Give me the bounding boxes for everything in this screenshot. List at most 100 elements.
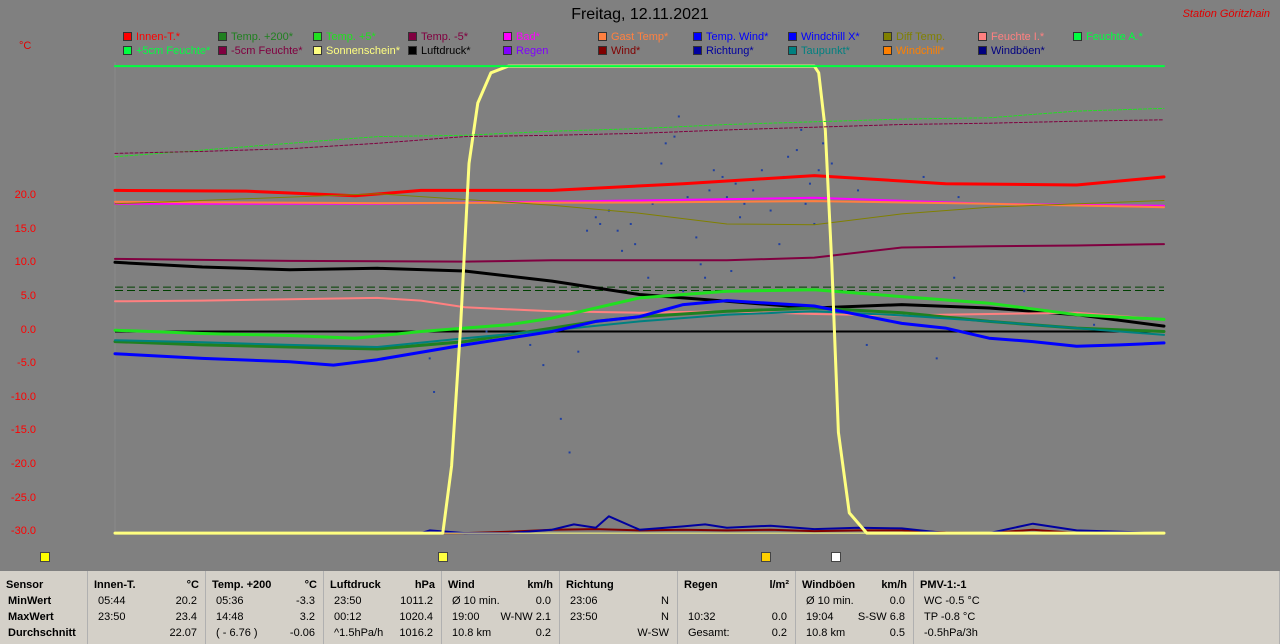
table-unit: °C xyxy=(304,579,317,591)
y-tick-label: -15.0 xyxy=(10,424,36,437)
table-column: Temp. +200 °C 05:36 14:48 ( - 6.76 ) -3.3 3.2 -… xyxy=(206,571,324,644)
table-value: 0.0 xyxy=(889,595,905,607)
series-line-gast-temp- xyxy=(114,200,1165,209)
legend-swatch xyxy=(1073,32,1082,41)
table-column: Luftdruck hPa 23:50 00:12 ^1.5hPa/h 1011.2 102… xyxy=(324,571,442,644)
series-line-temp-5- xyxy=(113,288,1166,340)
legend-swatch xyxy=(123,46,132,55)
direction-point xyxy=(800,128,803,131)
legend-swatch xyxy=(408,32,417,41)
table-time: 19:04 xyxy=(806,611,834,623)
table-time: WC -0.5 °C xyxy=(924,595,980,607)
table-column: Wind km/h Ø 10 min. 19:00 10.8 km 0.0 W-NW 2.1… xyxy=(442,571,560,644)
table-header: Richtung xyxy=(566,579,614,591)
legend-swatch xyxy=(883,32,892,41)
table-value: N xyxy=(661,611,669,623)
table-value: -0.06 xyxy=(289,627,315,639)
legend-label: +5cm Feuchte* xyxy=(136,45,211,57)
series-line-diff-temp- xyxy=(114,193,1165,226)
series-line-luftdruck- xyxy=(113,260,1166,328)
y-axis-unit: °C xyxy=(19,40,32,52)
legend-item: Richtung* xyxy=(693,45,754,57)
table-value: 0.0 xyxy=(535,595,551,607)
direction-point xyxy=(787,155,790,158)
legend-item: Luftdruck* xyxy=(408,45,471,57)
legend-swatch xyxy=(693,32,702,41)
direction-point xyxy=(721,175,724,178)
direction-point xyxy=(808,182,811,185)
direction-point xyxy=(730,270,733,273)
series-line--5cm-feuchte- xyxy=(114,119,1165,154)
table-header: Luftdruck xyxy=(330,579,381,591)
series-line--5cm-feuchte- xyxy=(114,107,1165,158)
table-row-label: MinWert xyxy=(8,595,52,607)
table-value: 23.4 xyxy=(175,611,197,623)
legend-label: Diff Temp. xyxy=(896,31,946,43)
legend-swatch xyxy=(408,46,417,55)
table-value: 0.0 xyxy=(771,611,787,623)
legend-swatch xyxy=(788,46,797,55)
direction-point xyxy=(922,175,925,178)
direction-point xyxy=(660,162,663,165)
direction-point xyxy=(485,330,488,333)
time-marker xyxy=(761,552,772,562)
direction-point xyxy=(935,357,938,360)
table-row-label: Durchschnitt xyxy=(8,627,76,639)
legend-item: Diff Temp. xyxy=(883,31,945,43)
table-unit: hPa xyxy=(414,579,435,591)
legend-label: Luftdruck* xyxy=(421,45,471,57)
legend-swatch xyxy=(503,46,512,55)
direction-point xyxy=(664,142,667,145)
direction-point xyxy=(739,216,742,219)
time-marker xyxy=(831,552,842,562)
direction-point xyxy=(778,243,781,246)
legend-swatch xyxy=(788,32,797,41)
legend-label: -5cm Feuchte* xyxy=(231,45,303,57)
legend-item: Innen-T.* xyxy=(123,31,180,43)
legend-label: Regen xyxy=(516,45,549,57)
legend-label: Taupunkt* xyxy=(801,45,850,57)
legend-item: Temp. Wind* xyxy=(693,31,768,43)
direction-point xyxy=(428,357,431,360)
legend-item: Temp. +200* xyxy=(218,31,293,43)
table-time: 14:48 xyxy=(216,611,244,623)
legend-item: Bad* xyxy=(503,31,540,43)
time-marker xyxy=(40,552,50,562)
table-time: 23:50 xyxy=(98,611,126,623)
direction-point xyxy=(725,196,728,199)
legend-item: Temp. -5* xyxy=(408,31,468,43)
table-column: Innen-T. °C 05:44 23:50 20.2 23.4 22.07 xyxy=(88,571,206,644)
direction-point xyxy=(621,249,624,252)
direction-point xyxy=(647,276,650,279)
legend-swatch xyxy=(883,46,892,55)
y-tick-label: -20.0 xyxy=(10,457,36,470)
table-unit: °C xyxy=(186,579,199,591)
legend-item: Temp. +5* xyxy=(313,31,376,43)
table-value: -3.3 xyxy=(296,595,315,607)
direction-point xyxy=(677,115,680,118)
y-tick-label: 0.0 xyxy=(20,323,36,336)
table-time: ( - 6.76 ) xyxy=(216,627,258,639)
legend-item: +5cm Feuchte* xyxy=(123,45,210,57)
legend-label: Sonnenschein* xyxy=(326,45,401,57)
series-line-wind- xyxy=(114,528,1165,535)
legend-label: Innen-T.* xyxy=(136,31,181,43)
direction-point xyxy=(743,202,746,205)
y-tick-label: -5.0 xyxy=(17,357,36,370)
table-header: Temp. +200 xyxy=(212,579,272,591)
y-tick-label: -25.0 xyxy=(10,491,36,504)
table-value: 1020.4 xyxy=(399,611,433,623)
table-header: Innen-T. xyxy=(94,579,136,591)
legend-swatch xyxy=(598,46,607,55)
table-time: 10:32 xyxy=(688,611,716,623)
direction-point xyxy=(695,236,698,239)
direction-point xyxy=(1093,323,1096,326)
legend-item: Gast Temp* xyxy=(598,31,668,43)
direction-point xyxy=(568,451,571,454)
direction-point xyxy=(586,229,589,232)
direction-point xyxy=(673,135,676,138)
direction-point xyxy=(817,169,820,172)
legend-item: Windchill* xyxy=(883,45,944,57)
legend-swatch xyxy=(218,46,227,55)
legend-label: Temp. -5* xyxy=(421,31,469,43)
